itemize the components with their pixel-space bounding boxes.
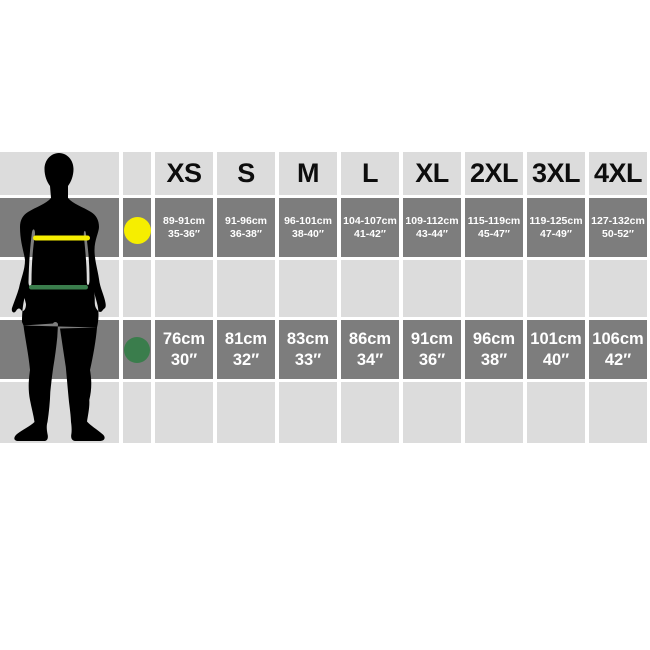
waist-cm: 91cm	[410, 329, 454, 348]
bottom-cell	[341, 382, 399, 443]
figure-column-header-cell	[0, 152, 119, 195]
bottom-cell	[217, 382, 275, 443]
spacer-cell	[123, 260, 151, 317]
waist-cell-l: 86cm 34″	[341, 320, 399, 379]
bottom-cell	[155, 382, 213, 443]
chest-cm: 89-91cm	[162, 214, 206, 227]
waist-marker-cell	[123, 320, 151, 379]
spacer-cell	[403, 260, 461, 317]
chest-cell-l: 104-107cm 41-42″	[341, 198, 399, 257]
figure-band-spacer	[0, 260, 119, 317]
chest-in: 43-44″	[416, 227, 448, 240]
waist-cm: 83cm	[286, 329, 330, 348]
waist-cm: 81cm	[224, 329, 268, 348]
size-header-4xl: 4XL	[589, 152, 647, 195]
waist-cell-xs: 76cm 30″	[155, 320, 213, 379]
bottom-cell	[527, 382, 585, 443]
waist-cell-2xl: 96cm 38″	[465, 320, 523, 379]
chest-cell-2xl: 115-119cm 45-47″	[465, 198, 523, 257]
spacer-cell	[155, 260, 213, 317]
chest-cm: 127-132cm	[591, 214, 645, 227]
bottom-cell	[589, 382, 647, 443]
size-header-m: M	[279, 152, 337, 195]
bottom-cell	[465, 382, 523, 443]
waist-in: 38″	[480, 350, 508, 369]
size-header-xl: XL	[403, 152, 461, 195]
waist-cell-4xl: 106cm 42″	[589, 320, 647, 379]
marker-column-header-cell	[123, 152, 151, 195]
chest-in: 38-40″	[292, 227, 324, 240]
waist-marker-green-dot-icon	[124, 336, 150, 363]
chest-cm: 115-119cm	[467, 214, 521, 227]
waist-cm: 86cm	[348, 329, 392, 348]
chest-cell-xl: 109-112cm 43-44″	[403, 198, 461, 257]
spacer-cell	[527, 260, 585, 317]
chest-cell-4xl: 127-132cm 50-52″	[589, 198, 647, 257]
waist-cell-xl: 91cm 36″	[403, 320, 461, 379]
waist-cell-m: 83cm 33″	[279, 320, 337, 379]
bottom-cell	[403, 382, 461, 443]
chest-in: 35-36″	[168, 227, 200, 240]
chest-cell-m: 96-101cm 38-40″	[279, 198, 337, 257]
chest-marker-yellow-dot-icon	[123, 217, 151, 244]
bottom-cell	[123, 382, 151, 443]
chest-cell-xs: 89-91cm 35-36″	[155, 198, 213, 257]
figure-band-chest	[0, 198, 119, 257]
chest-in: 45-47″	[478, 227, 510, 240]
bottom-cell	[279, 382, 337, 443]
size-chart-grid: XS S M L XL 2XL 3XL 4XL 89-91cm 35-36″ 9…	[0, 152, 647, 443]
waist-in: 36″	[418, 350, 446, 369]
waist-in: 40″	[542, 350, 570, 369]
size-header-2xl: 2XL	[465, 152, 523, 195]
chest-in: 36-38″	[230, 227, 262, 240]
chest-cm: 119-125cm	[529, 214, 583, 227]
chest-cell-3xl: 119-125cm 47-49″	[527, 198, 585, 257]
waist-in: 42″	[604, 350, 632, 369]
waist-cm: 101cm	[530, 329, 582, 348]
chest-in: 50-52″	[602, 227, 634, 240]
waist-in: 32″	[232, 350, 260, 369]
waist-cm: 76cm	[162, 329, 206, 348]
chest-cm: 91-96cm	[224, 214, 268, 227]
size-header-xs: XS	[155, 152, 213, 195]
waist-cell-3xl: 101cm 40″	[527, 320, 585, 379]
chest-cm: 104-107cm	[343, 214, 397, 227]
waist-cell-s: 81cm 32″	[217, 320, 275, 379]
chest-cm: 96-101cm	[284, 214, 332, 227]
chest-cm: 109-112cm	[405, 214, 459, 227]
size-header-3xl: 3XL	[527, 152, 585, 195]
waist-in: 33″	[294, 350, 322, 369]
figure-band-waist	[0, 320, 119, 379]
spacer-cell	[341, 260, 399, 317]
spacer-cell	[217, 260, 275, 317]
chest-in: 41-42″	[354, 227, 386, 240]
spacer-cell	[465, 260, 523, 317]
chest-cell-s: 91-96cm 36-38″	[217, 198, 275, 257]
waist-cm: 96cm	[472, 329, 516, 348]
waist-in: 34″	[356, 350, 384, 369]
waist-in: 30″	[170, 350, 198, 369]
chest-marker-cell	[123, 198, 151, 257]
spacer-cell	[589, 260, 647, 317]
figure-band-bottom	[0, 382, 119, 443]
spacer-cell	[279, 260, 337, 317]
size-header-l: L	[341, 152, 399, 195]
chest-in: 47-49″	[540, 227, 572, 240]
size-header-s: S	[217, 152, 275, 195]
waist-cm: 106cm	[592, 329, 644, 348]
